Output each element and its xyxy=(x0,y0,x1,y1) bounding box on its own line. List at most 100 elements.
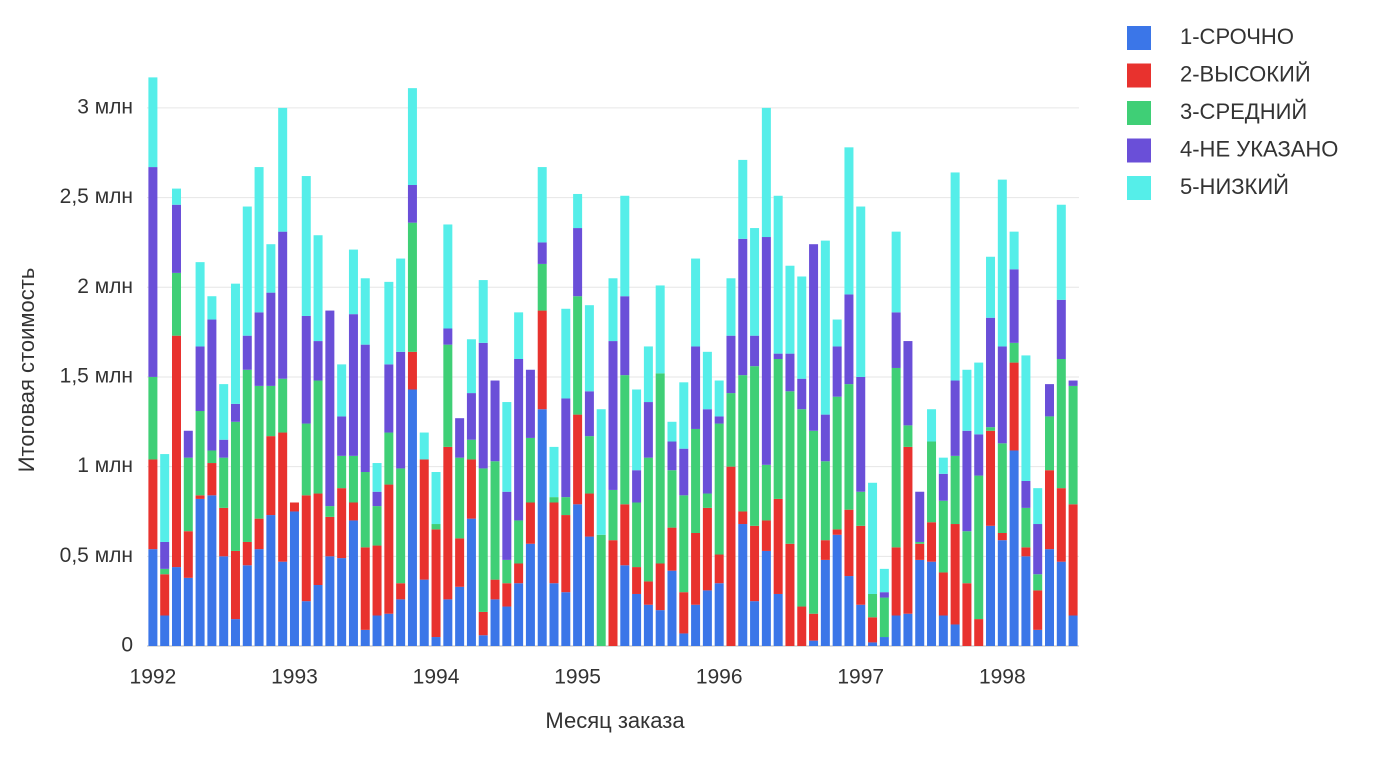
bar-segment xyxy=(348,249,358,315)
bar-segment xyxy=(455,418,465,458)
bar-segment xyxy=(301,601,311,646)
bar-segment xyxy=(891,367,901,548)
bar-segment xyxy=(254,385,264,519)
bar-segment xyxy=(691,604,701,646)
bar-segment xyxy=(502,559,512,584)
x-tick-label: 1996 xyxy=(696,666,743,689)
x-tick-label: 1994 xyxy=(413,666,460,689)
bar-segment xyxy=(832,319,842,347)
bar-segment xyxy=(573,228,583,297)
y-tick-label: 0,5 млн xyxy=(60,544,133,567)
bar-segment xyxy=(372,463,382,492)
bar-segment xyxy=(785,391,795,544)
bar-segment xyxy=(620,195,630,297)
bar-segment xyxy=(478,280,488,343)
bar-segment xyxy=(785,543,795,646)
bar-segment xyxy=(514,583,524,646)
bar-segment xyxy=(171,272,181,336)
bar-segment xyxy=(537,167,547,243)
bar-segment xyxy=(301,423,311,496)
bar-segment xyxy=(313,380,323,494)
bar-segment xyxy=(643,346,653,403)
bar-segment xyxy=(337,558,347,646)
bar-segment xyxy=(1021,507,1031,548)
bar-segment xyxy=(632,389,642,471)
bar-segment xyxy=(384,484,394,614)
bar-segment xyxy=(183,531,193,578)
bar-segment xyxy=(915,543,925,560)
bar-segment xyxy=(301,176,311,316)
y-tick-label: 2 млн xyxy=(77,275,133,298)
bar-segment xyxy=(278,432,288,562)
bar-segment xyxy=(832,534,842,646)
bar-segment xyxy=(832,529,842,535)
bar-segment xyxy=(950,172,960,381)
bar-segment xyxy=(750,335,760,367)
bar-segment xyxy=(207,463,217,496)
bar-segment xyxy=(938,500,948,573)
bar-segment xyxy=(360,629,370,646)
bar-segment xyxy=(230,421,240,551)
bar-segment xyxy=(726,393,736,467)
bar-segment xyxy=(490,380,500,462)
bar-segment xyxy=(407,222,417,352)
bar-segment xyxy=(761,464,771,521)
bar-segment xyxy=(667,441,677,471)
bar-segment xyxy=(820,540,830,560)
bar-segment xyxy=(230,550,240,620)
bar-segment xyxy=(903,341,913,426)
bar-segment xyxy=(608,341,618,490)
bar-segment xyxy=(773,353,783,359)
bar-segment xyxy=(325,516,335,557)
bar-segment xyxy=(655,373,665,564)
bar-segment xyxy=(738,511,748,525)
bar-segment xyxy=(584,536,594,646)
bar-segment xyxy=(537,263,547,311)
bar-segment xyxy=(986,525,996,646)
bar-segment xyxy=(455,457,465,539)
bar-segment xyxy=(337,455,347,489)
x-tick-label: 1992 xyxy=(130,666,177,689)
bar-segment xyxy=(761,550,771,646)
bar-segment xyxy=(278,378,288,433)
bar-segment xyxy=(195,411,205,496)
bar-segment xyxy=(986,427,996,431)
bar-segment xyxy=(337,488,347,559)
bar-segment xyxy=(997,540,1007,646)
bar-segment xyxy=(219,556,229,646)
bar-segment xyxy=(419,579,429,646)
x-tick-label: 1995 xyxy=(554,666,601,689)
bar-segment xyxy=(348,520,358,646)
bar-segment xyxy=(502,606,512,646)
bar-segment xyxy=(407,351,417,390)
bar-segment xyxy=(1033,574,1043,591)
bar-segment xyxy=(809,430,819,614)
bar-segment xyxy=(714,554,724,584)
bar-segment xyxy=(1045,470,1055,550)
bar-segment xyxy=(1021,480,1031,508)
bar-segment xyxy=(1068,380,1078,386)
bar-segment xyxy=(514,359,524,521)
bar-segment xyxy=(313,341,323,381)
bar-segment xyxy=(230,283,240,404)
y-axis-title: Итоговая стоимость xyxy=(14,268,39,473)
bar-segment xyxy=(986,317,996,428)
legend-swatch xyxy=(1127,138,1151,163)
bar-segment xyxy=(266,292,276,386)
bar-segment xyxy=(219,457,229,508)
bar-segment xyxy=(348,455,358,503)
bar-segment xyxy=(384,364,394,433)
bar-segment xyxy=(419,432,429,460)
bar-segment xyxy=(537,409,547,646)
bar-segment xyxy=(466,439,476,460)
bar-segment xyxy=(750,601,760,646)
bar-segment xyxy=(738,375,748,512)
bar-segment xyxy=(443,344,453,447)
bar-segment xyxy=(443,599,453,646)
bar-segment xyxy=(348,314,358,456)
bar-segment xyxy=(667,527,677,571)
bar-segment xyxy=(667,421,677,442)
bar-segment xyxy=(797,409,807,607)
bar-segment xyxy=(160,615,170,646)
bar-segment xyxy=(667,570,677,646)
